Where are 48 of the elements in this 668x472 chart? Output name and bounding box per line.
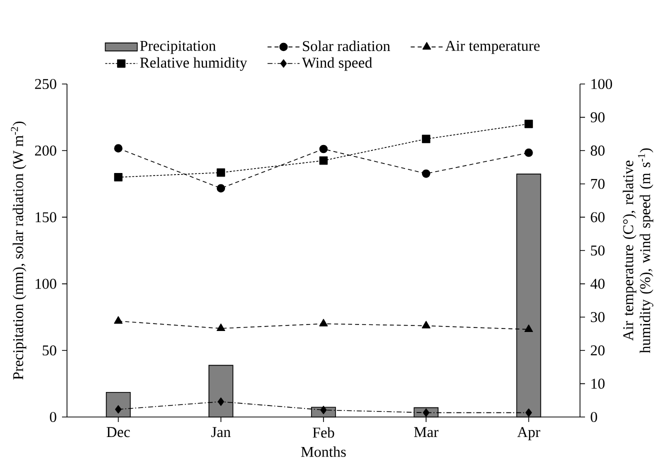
y2-tick-label: 90 bbox=[590, 112, 605, 122]
point bbox=[422, 134, 430, 144]
legend-label: Wind speed bbox=[302, 57, 372, 71]
y-tick-label: 250 bbox=[35, 78, 56, 90]
y2-tick-label: 40 bbox=[590, 278, 605, 289]
point bbox=[114, 173, 122, 182]
y-tick-label: 100 bbox=[36, 278, 56, 289]
x-axis-title: Months bbox=[301, 446, 346, 457]
y2-tick-label: 10 bbox=[592, 378, 605, 389]
y2-tick-label: 20 bbox=[590, 345, 605, 356]
point bbox=[524, 324, 533, 332]
point bbox=[525, 408, 532, 417]
legend-label: Precipitation bbox=[140, 40, 216, 54]
x-tick-label: Feb bbox=[312, 427, 334, 438]
point bbox=[422, 169, 430, 178]
y2-axis-title: Air temperature (C°), relative humidity (%), wind speed (m s$^{-1}$) bbox=[622, 148, 654, 354]
x-tick-label: Dec bbox=[106, 427, 130, 438]
point bbox=[115, 405, 122, 414]
x-tick-label: Apr bbox=[517, 427, 540, 440]
legend-label: Solar radiation bbox=[302, 40, 390, 52]
y2-tick-label: 80 bbox=[590, 146, 605, 156]
x-tick-label: Mar bbox=[414, 427, 438, 438]
y2-tick-label: 70 bbox=[591, 178, 605, 189]
y2-tick-label: 0 bbox=[590, 412, 598, 422]
y-tick-label: 200 bbox=[35, 146, 56, 156]
y2-tick-label: 50 bbox=[591, 245, 605, 256]
y2-tick-label: 30 bbox=[590, 312, 605, 322]
point bbox=[524, 148, 533, 157]
point bbox=[422, 320, 430, 328]
point bbox=[216, 324, 226, 332]
point bbox=[218, 397, 224, 406]
y-tick-label: 0 bbox=[50, 412, 56, 422]
point bbox=[319, 144, 328, 154]
point bbox=[216, 168, 226, 177]
point bbox=[114, 144, 122, 153]
y-axis-title: Precipitation (mm), solar radiation (W m$^{-2}$) bbox=[10, 122, 26, 380]
legend-label: Air temperature bbox=[445, 40, 540, 54]
point bbox=[216, 184, 226, 192]
point bbox=[319, 318, 328, 326]
point bbox=[319, 156, 328, 165]
y-tick-label: 50 bbox=[42, 345, 56, 356]
y2-tick-label: 100 bbox=[592, 78, 612, 90]
point bbox=[524, 120, 533, 128]
y2-tick-label: 60 bbox=[590, 212, 605, 222]
x-tick-label: Jan bbox=[211, 427, 231, 438]
legend-label: Relative humidity bbox=[140, 57, 248, 71]
y-tick-label: 150 bbox=[36, 212, 56, 222]
point bbox=[114, 316, 123, 324]
